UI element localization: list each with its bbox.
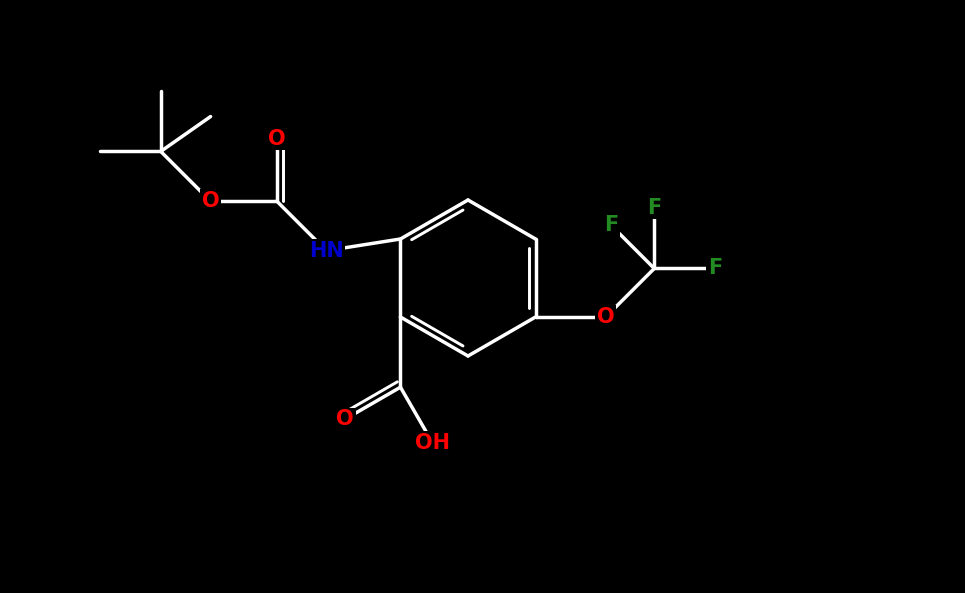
Text: O: O bbox=[336, 409, 354, 429]
Text: OH: OH bbox=[415, 432, 450, 452]
Text: O: O bbox=[268, 129, 286, 149]
Text: F: F bbox=[708, 259, 722, 279]
Text: F: F bbox=[648, 197, 661, 218]
Text: F: F bbox=[604, 215, 619, 235]
Text: HN: HN bbox=[309, 241, 344, 261]
Text: O: O bbox=[597, 307, 615, 327]
Text: O: O bbox=[202, 191, 219, 211]
